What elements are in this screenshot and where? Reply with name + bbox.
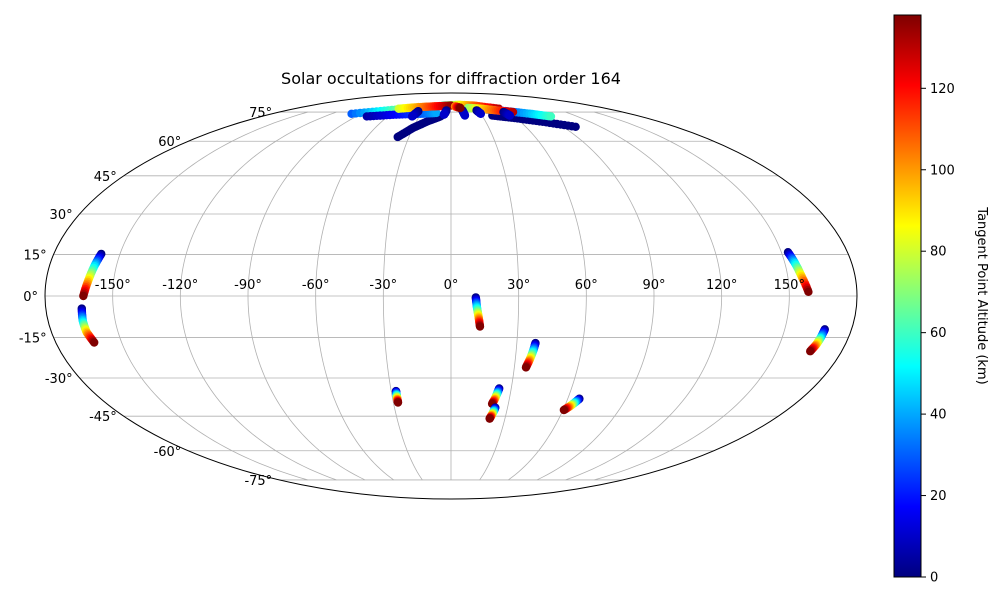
scatter-point xyxy=(79,291,88,301)
lon-tick-label: 60° xyxy=(575,278,598,293)
lon-tick-label: 120° xyxy=(706,278,737,293)
map-outline xyxy=(44,92,858,500)
colorbar-tick-label: 40 xyxy=(930,408,947,423)
scatter-point xyxy=(393,398,403,407)
colorbar-label: Tangent Point Altitude (km) xyxy=(974,206,989,384)
scatter-point xyxy=(521,363,531,372)
scatter-point xyxy=(559,405,569,415)
chart-title: Solar occultations for diffraction order… xyxy=(281,69,621,88)
lat-tick-label: 60° xyxy=(158,135,181,150)
lat-tick-label: -15° xyxy=(19,332,47,347)
scatter-points xyxy=(77,100,829,423)
scatter-point xyxy=(432,108,441,118)
lon-tick-label: 30° xyxy=(507,278,530,293)
lon-tick-label: -90° xyxy=(234,278,262,293)
colorbar-tick-label: 80 xyxy=(930,245,947,260)
scatter-point xyxy=(393,132,402,142)
colorbar-tick-label: 0 xyxy=(930,571,938,586)
lat-tick-label: 75° xyxy=(249,106,272,121)
lon-tick-label: 90° xyxy=(642,278,665,293)
lat-tick-label: 30° xyxy=(50,208,73,223)
latitude-tick-labels: -75° -60° -45° -30° -15° 0° 15° 30° 45° 60° 75° xyxy=(19,106,272,489)
colorbar-ticks: 0 20 40 60 80 100 120 xyxy=(921,82,955,586)
scatter-point xyxy=(804,287,813,297)
colorbar-tick-label: 20 xyxy=(930,489,947,504)
scatter-point xyxy=(475,322,485,331)
lat-tick-label: -30° xyxy=(45,372,73,387)
scatter-point xyxy=(407,112,417,121)
scatter-point xyxy=(485,414,494,423)
scatter-point xyxy=(460,111,470,120)
colorbar-tick-label: 60 xyxy=(930,326,947,341)
lat-tick-label: 0° xyxy=(23,290,38,305)
lat-tick-label: 15° xyxy=(24,248,47,263)
lon-tick-label: -150° xyxy=(95,278,131,293)
scatter-point xyxy=(439,110,449,119)
scatter-point xyxy=(90,338,99,347)
longitude-tick-labels: -150° -120° -90° -60° -30° 0° 30° 60° 90° 120° 150… xyxy=(95,278,805,293)
lat-tick-label: -75° xyxy=(244,474,272,489)
colorbar: 0 20 40 60 80 100 120 Tangent Point Altitude (… xyxy=(893,14,989,586)
colorbar-gradient xyxy=(893,14,922,578)
scatter-point xyxy=(456,103,465,113)
colorbar-tick-label: 120 xyxy=(930,82,955,97)
lon-tick-label: -30° xyxy=(369,278,397,293)
scatter-point xyxy=(571,122,580,131)
lon-tick-label: 0° xyxy=(444,278,459,293)
colorbar-tick-label: 100 xyxy=(930,163,955,178)
scatter-point xyxy=(806,347,815,356)
scatter-point xyxy=(505,111,515,120)
scatter-point xyxy=(476,109,486,118)
lat-tick-label: -45° xyxy=(89,410,117,425)
lat-tick-label: -60° xyxy=(154,445,182,460)
lat-tick-label: 45° xyxy=(94,170,117,185)
lon-tick-label: 150° xyxy=(774,278,805,293)
lon-tick-label: -120° xyxy=(162,278,198,293)
lon-tick-label: -60° xyxy=(302,278,330,293)
scatter-point xyxy=(546,112,556,121)
graticule xyxy=(45,111,857,481)
